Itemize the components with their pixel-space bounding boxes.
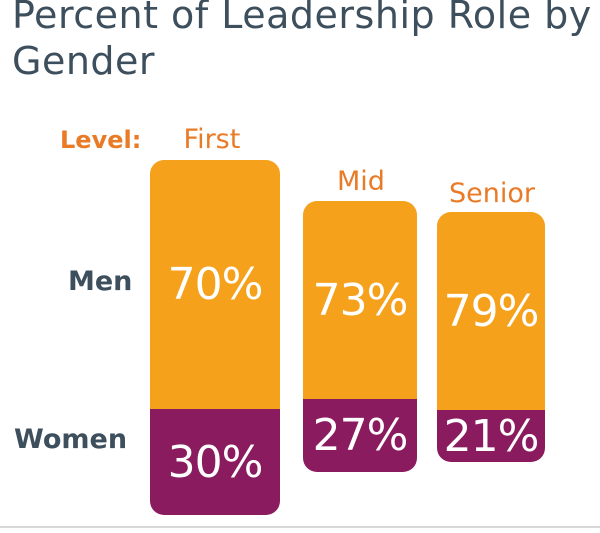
category-label-senior: Senior: [449, 178, 535, 209]
value-label-mid-men: 73%: [312, 274, 409, 326]
value-label-senior-men: 79%: [443, 285, 540, 337]
chart-title: Percent of Leadership Role by Gender: [12, 0, 592, 83]
category-label-first: First: [183, 124, 241, 155]
bar-segment-mid-men: 73%: [303, 201, 417, 399]
value-label-first-men: 70%: [167, 259, 264, 310]
bar-segment-senior-women: 21%: [437, 410, 545, 462]
series-label-women: Women: [14, 424, 128, 455]
category-axis-label: Level:: [60, 126, 142, 154]
bar-segment-first-women: 30%: [150, 409, 280, 515]
bar-first: 70% 30%: [150, 160, 280, 515]
category-label-mid: Mid: [337, 166, 385, 197]
bottom-rule: [0, 526, 600, 528]
bar-senior: 79% 21%: [437, 212, 545, 462]
value-label-mid-women: 27%: [312, 410, 409, 461]
value-label-senior-women: 21%: [443, 410, 540, 462]
value-label-first-women: 30%: [167, 436, 264, 488]
bar-segment-mid-women: 27%: [303, 399, 417, 472]
bar-segment-senior-men: 79%: [437, 212, 545, 410]
bar-mid: 73% 27%: [303, 201, 417, 472]
bar-segment-first-men: 70%: [150, 160, 280, 409]
series-label-men: Men: [68, 266, 133, 297]
